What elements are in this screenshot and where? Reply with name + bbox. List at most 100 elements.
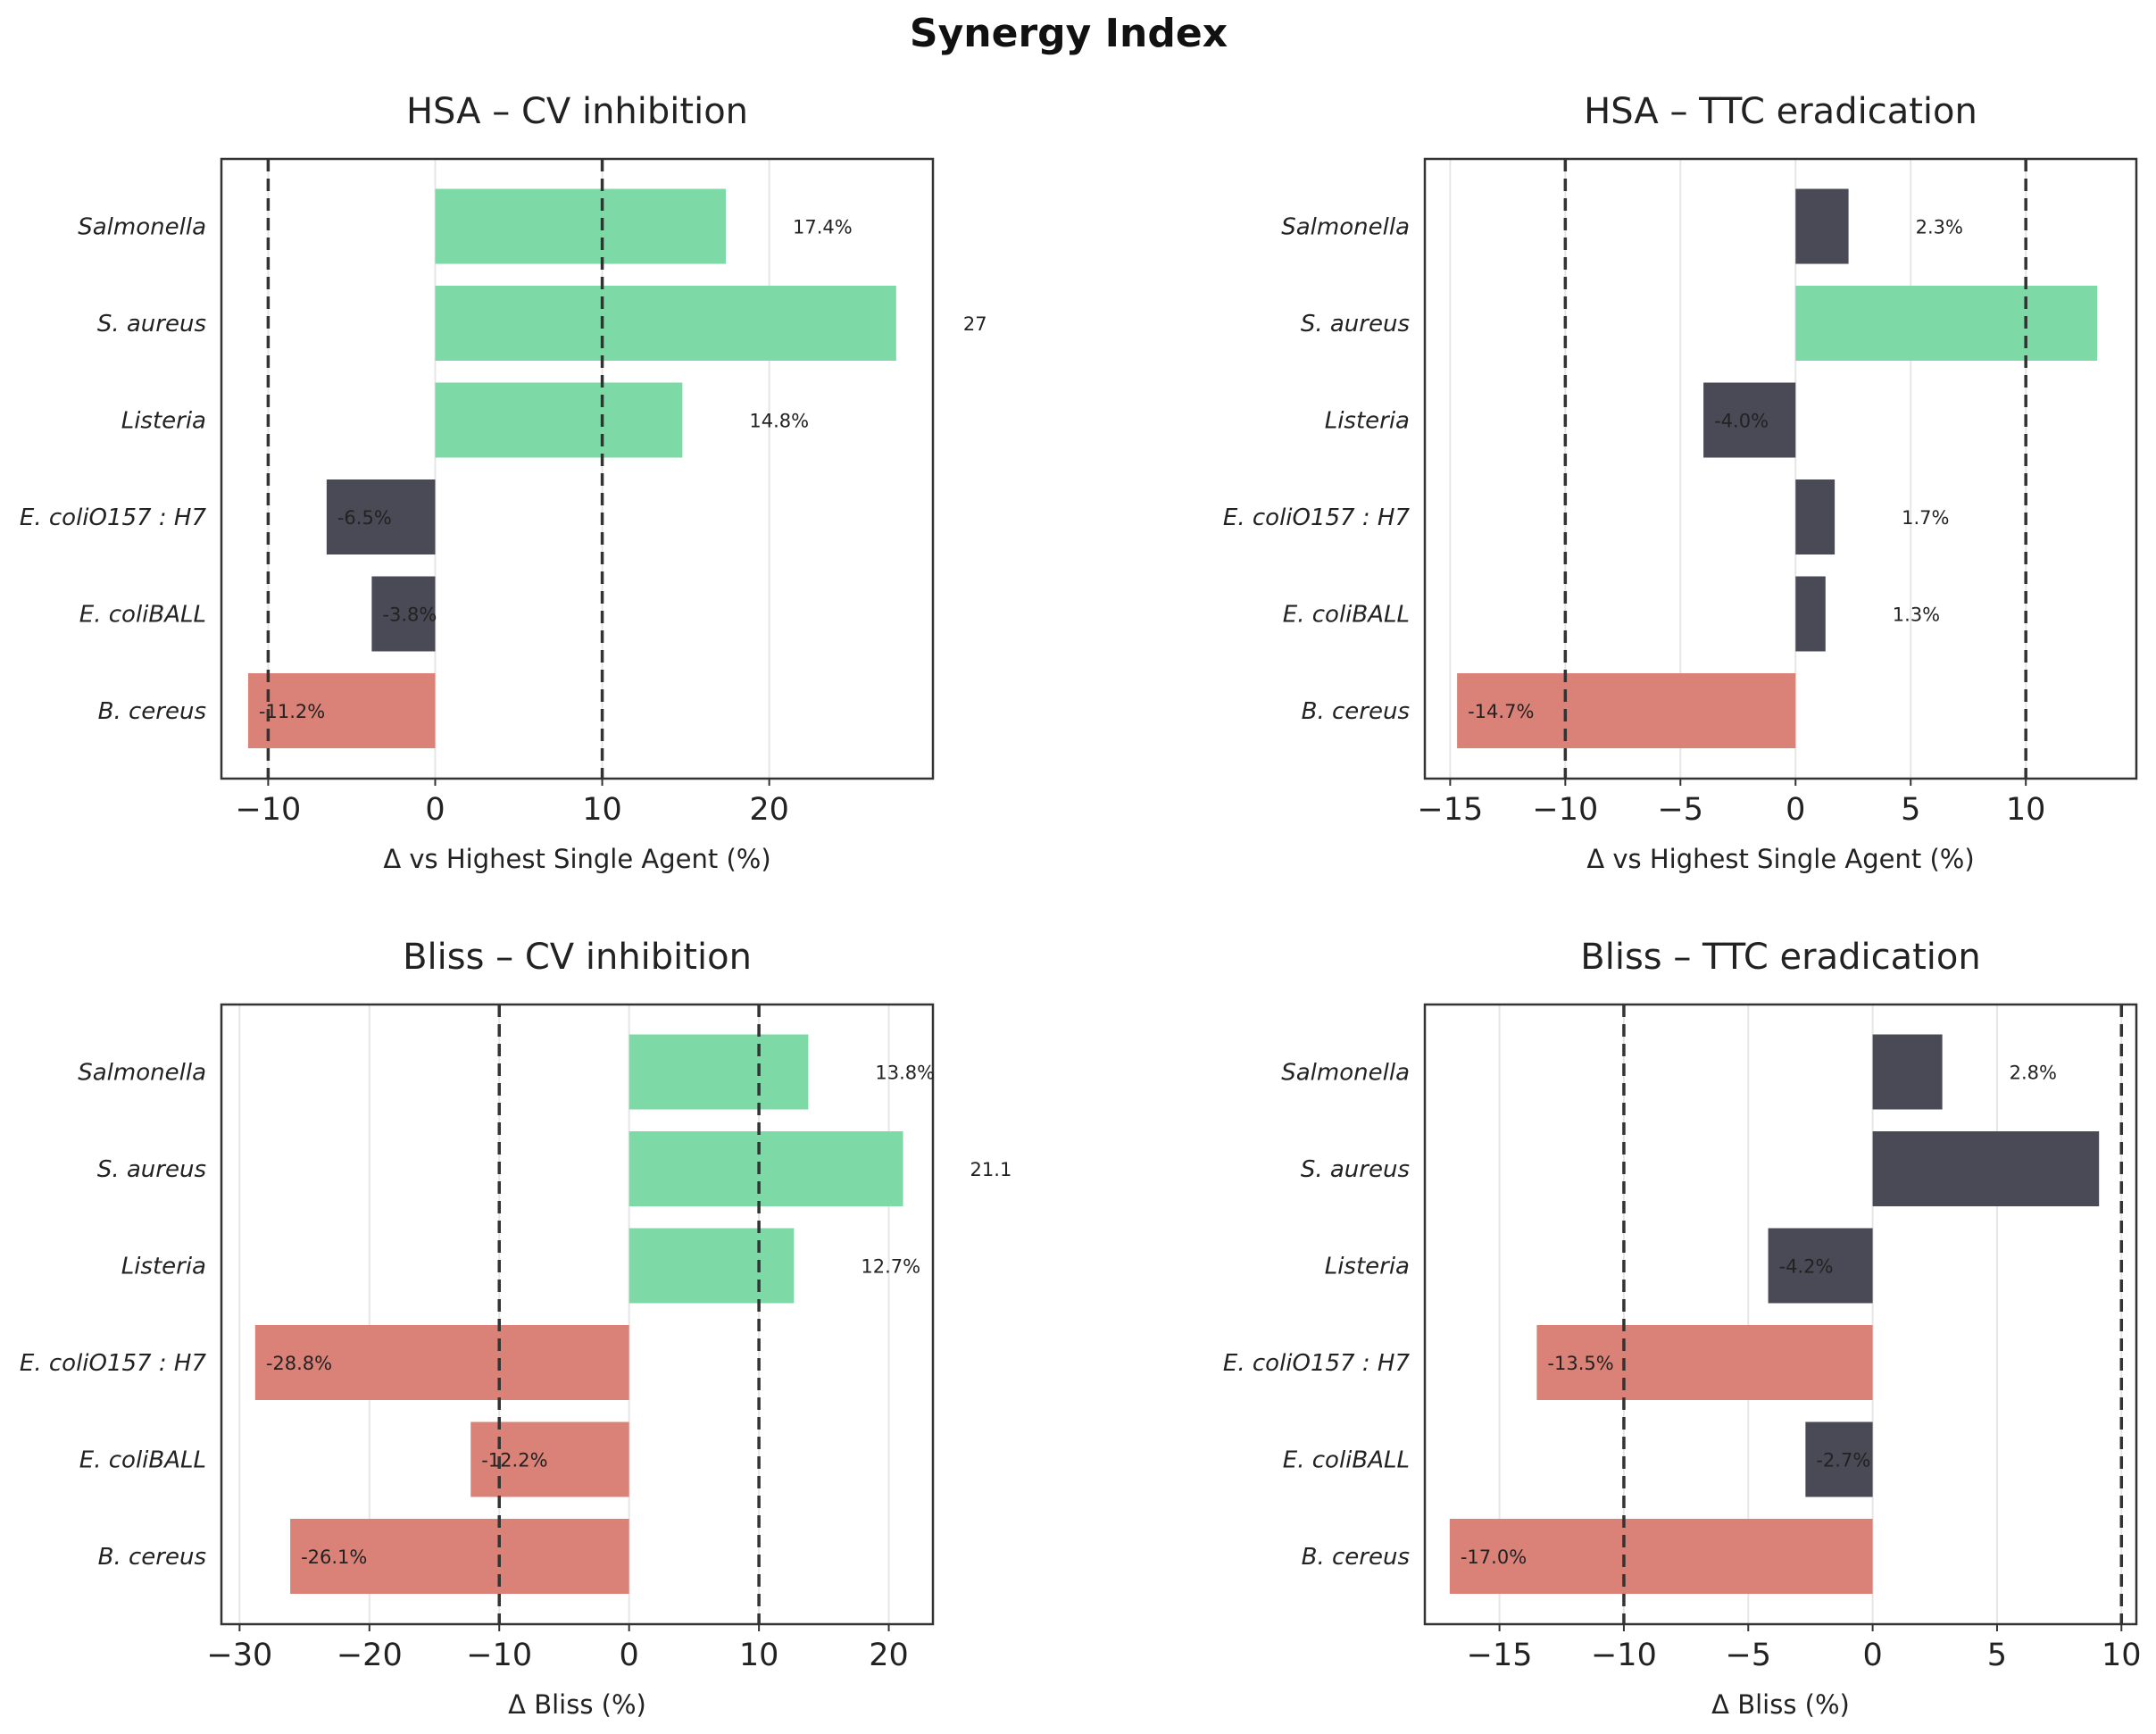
bar-neutral: [1703, 382, 1796, 458]
x-axis-label: Δ Bliss (%): [508, 1689, 646, 1720]
data-label: -14.7%: [1468, 701, 1534, 722]
x-axis-label: Δ Bliss (%): [1711, 1689, 1850, 1720]
bar-synergy: [628, 1228, 795, 1304]
data-label: -2.7%: [1816, 1450, 1870, 1471]
chart-panel-1: HSA – CV inhibition 17.4% 27 14.8% -6.5% -3.8…: [20, 91, 987, 874]
category-label: B. cereus: [1302, 1544, 1410, 1571]
x-tick-label: −5: [1657, 792, 1703, 828]
x-tick-label: 10: [739, 1638, 779, 1673]
category-label: Salmonella: [78, 214, 206, 241]
panel-title: HSA – TTC eradication: [1584, 91, 1977, 132]
bar-synergy: [435, 286, 896, 361]
category-label: B. cereus: [98, 698, 206, 725]
figure-title: Synergy Index: [910, 11, 1228, 56]
bar-synergy: [628, 1034, 809, 1110]
x-tick-label: −10: [1532, 792, 1598, 828]
bar-neutral: [326, 479, 436, 554]
x-tick-label: 0: [620, 1638, 639, 1673]
bar-neutral: [1795, 479, 1836, 554]
bar-antagonism: [1457, 673, 1796, 748]
data-label: -12.2%: [481, 1450, 547, 1471]
x-tick-label: 0: [1862, 1638, 1882, 1673]
data-label: -4.2%: [1779, 1256, 1834, 1278]
data-label: -11.2%: [259, 701, 325, 722]
x-tick-label: 0: [425, 792, 445, 828]
x-tick-label: 10: [2006, 792, 2046, 828]
bar-neutral: [1768, 1228, 1873, 1304]
category-label: S. aureus: [97, 311, 206, 338]
x-tick-label: −10: [235, 792, 301, 828]
data-label: 27: [963, 313, 987, 335]
chart-panel-3: Bliss – CV inhibition 13.8% 21.1 12.7% -28.8…: [20, 937, 1011, 1720]
bar-synergy: [628, 1131, 903, 1206]
bar-antagonism: [254, 1325, 629, 1400]
category-label: E. coliBALL: [79, 602, 206, 629]
data-label: -28.8%: [266, 1353, 332, 1374]
data-label: 14.8%: [749, 411, 809, 432]
category-label: Salmonella: [1281, 1060, 1410, 1087]
category-label: E. coliBALL: [79, 1447, 206, 1474]
data-label: 13.8%: [875, 1063, 935, 1084]
x-tick-label: −10: [466, 1638, 532, 1673]
bar-antagonism: [470, 1421, 629, 1497]
category-label: B. cereus: [1302, 698, 1410, 725]
x-tick-label: 5: [1901, 792, 1920, 828]
x-tick-label: −15: [1417, 792, 1483, 828]
bar-neutral: [1872, 1034, 1943, 1110]
bar-neutral: [1805, 1421, 1873, 1497]
x-tick-label: 10: [582, 792, 622, 828]
data-label: 2.8%: [2010, 1063, 2057, 1084]
bar-antagonism: [1536, 1325, 1873, 1400]
data-label: 17.4%: [793, 217, 853, 238]
data-label: -17.0%: [1461, 1546, 1527, 1568]
bar-synergy: [1795, 286, 2098, 361]
x-tick-label: 20: [869, 1638, 909, 1673]
plot-frame: [1423, 1003, 2138, 1626]
category-label: E. coliO157 : H7: [1223, 1350, 1411, 1377]
bar-neutral: [371, 576, 436, 652]
x-tick-label: −15: [1467, 1638, 1533, 1673]
category-label: Listeria: [1325, 408, 1410, 435]
bar-neutral: [1872, 1131, 2100, 1206]
x-tick-label: 5: [1987, 1638, 2007, 1673]
plot-frame: [220, 157, 935, 780]
data-label: 1.7%: [1902, 507, 1949, 529]
bar-antagonism: [1449, 1519, 1873, 1594]
bar-neutral: [1795, 188, 1849, 264]
category-label: E. coliBALL: [1283, 602, 1410, 629]
data-label: 12.7%: [861, 1256, 920, 1278]
x-axis-label: Δ vs Highest Single Agent (%): [383, 844, 770, 874]
panel-title: HSA – CV inhibition: [406, 91, 748, 132]
x-tick-label: −20: [337, 1638, 403, 1673]
category-label: E. coliBALL: [1283, 1447, 1410, 1474]
plot-frame: [1423, 157, 2138, 780]
data-label: 1.3%: [1893, 604, 1940, 626]
x-tick-label: 10: [2102, 1638, 2142, 1673]
data-label: -6.5%: [337, 507, 392, 529]
x-tick-label: 0: [1786, 792, 1805, 828]
data-label: -4.0%: [1714, 411, 1769, 432]
category-label: Listeria: [121, 408, 206, 435]
category-label: S. aureus: [1301, 1156, 1410, 1183]
category-label: S. aureus: [1301, 311, 1410, 338]
bar-antagonism: [290, 1519, 629, 1594]
category-label: Listeria: [1325, 1254, 1410, 1280]
category-label: B. cereus: [98, 1544, 206, 1571]
x-axis-label: Δ vs Highest Single Agent (%): [1586, 844, 1974, 874]
chart-panel-2: HSA – TTC eradication 2.3% -4.0% 1.7% 1.3% -1…: [1223, 91, 2138, 874]
chart-panel-4: Bliss – TTC eradication 2.8% -4.2% -13.5% -2…: [1223, 937, 2142, 1720]
x-tick-label: −5: [1725, 1638, 1771, 1673]
bar-neutral: [1795, 576, 1826, 652]
data-label: 21.1: [970, 1159, 1012, 1180]
category-label: Salmonella: [78, 1060, 206, 1087]
category-label: E. coliO157 : H7: [20, 504, 207, 531]
plot-frame: [220, 1003, 935, 1626]
category-label: E. coliO157 : H7: [1223, 504, 1411, 531]
data-label: -26.1%: [301, 1546, 367, 1568]
category-label: S. aureus: [97, 1156, 206, 1183]
x-tick-label: −10: [1591, 1638, 1657, 1673]
panel-title: Bliss – TTC eradication: [1580, 937, 1980, 978]
x-tick-label: 20: [749, 792, 789, 828]
category-label: E. coliO157 : H7: [20, 1350, 207, 1377]
